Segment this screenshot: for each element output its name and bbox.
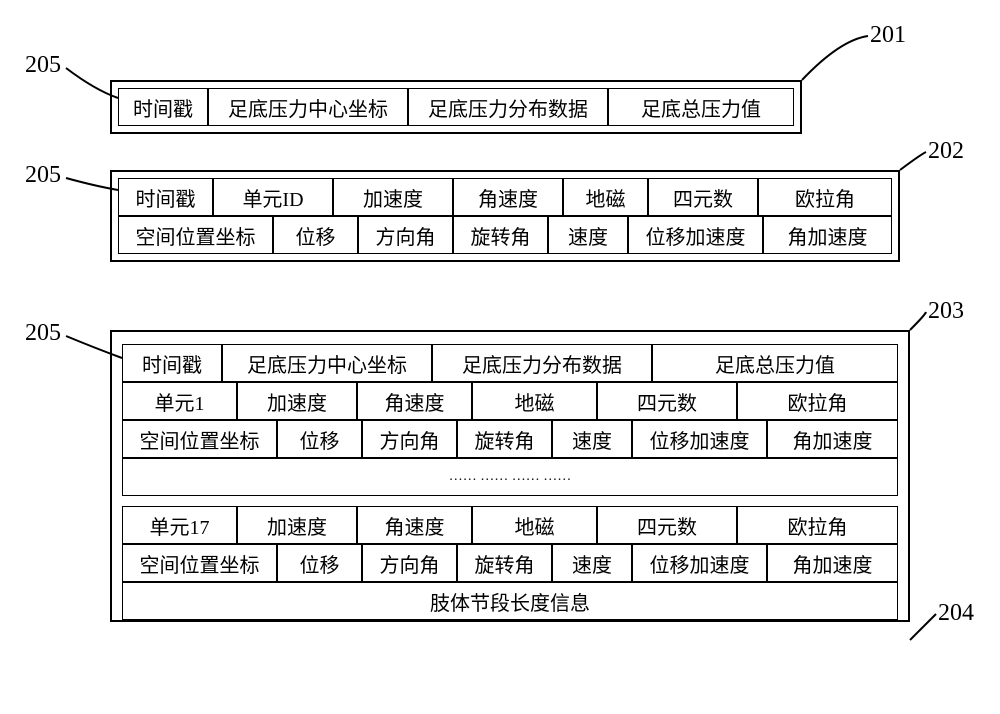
leaders-svg xyxy=(0,0,1000,714)
